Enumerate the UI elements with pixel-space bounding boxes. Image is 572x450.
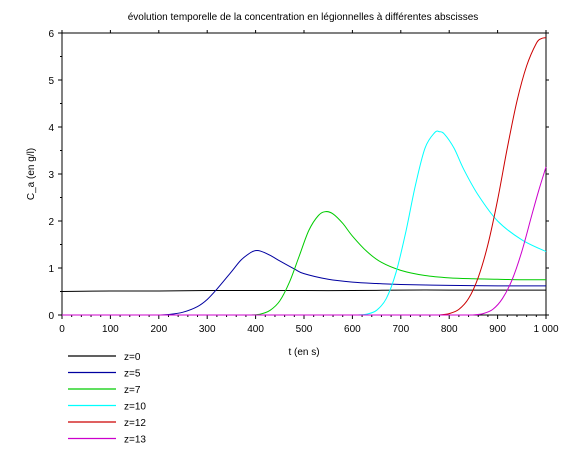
x-tick-label: 900 <box>489 324 506 335</box>
x-tick-label: 700 <box>392 324 409 335</box>
legend-label: z=5 <box>124 369 141 380</box>
series-line-z=7 <box>250 211 547 316</box>
series-line-z=12 <box>439 37 547 316</box>
y-tick-label: 2 <box>48 217 54 228</box>
legend-label: z=7 <box>124 385 141 396</box>
x-tick-label: 500 <box>296 324 313 335</box>
legend-label: z=10 <box>124 402 146 413</box>
legend-label: z=0 <box>124 352 141 363</box>
legend-label: z=13 <box>124 435 146 446</box>
y-tick-label: 5 <box>48 76 54 87</box>
y-tick-label: 4 <box>48 123 54 134</box>
data-lines <box>61 37 547 316</box>
x-tick-label: 300 <box>199 324 216 335</box>
x-tick-label: 0 <box>59 324 65 335</box>
x-axis-label: t (en s) <box>288 347 319 358</box>
axis-ticks: 0 100 200 300 400 500 600 700 800 900 1 000 0 1 2 3 4 5 6 <box>48 29 559 335</box>
x-tick-label: 200 <box>150 324 167 335</box>
chart-title: évolution temporelle de la concentration… <box>128 12 479 23</box>
x-tick-label: 1 000 <box>533 324 558 335</box>
series-line-z=13 <box>473 166 547 316</box>
x-tick-label: 600 <box>344 324 361 335</box>
x-tick-label: 100 <box>102 324 119 335</box>
series-line-z=10 <box>357 130 547 316</box>
series-line-z=0 <box>61 289 546 292</box>
legend-label: z=12 <box>124 418 146 429</box>
y-tick-label: 0 <box>48 311 54 322</box>
x-tick-label: 400 <box>247 324 264 335</box>
y-tick-label: 1 <box>48 264 54 275</box>
y-tick-label: 3 <box>48 170 54 181</box>
x-tick-label: 800 <box>441 324 458 335</box>
legend: z=0 z=5 z=7 z=10 z=12 z=13 <box>68 352 146 446</box>
y-tick-label: 6 <box>48 29 54 40</box>
series-line-z=5 <box>158 249 547 316</box>
plot-area <box>61 32 547 316</box>
y-axis-label: C_a (en g/l) <box>26 148 37 200</box>
